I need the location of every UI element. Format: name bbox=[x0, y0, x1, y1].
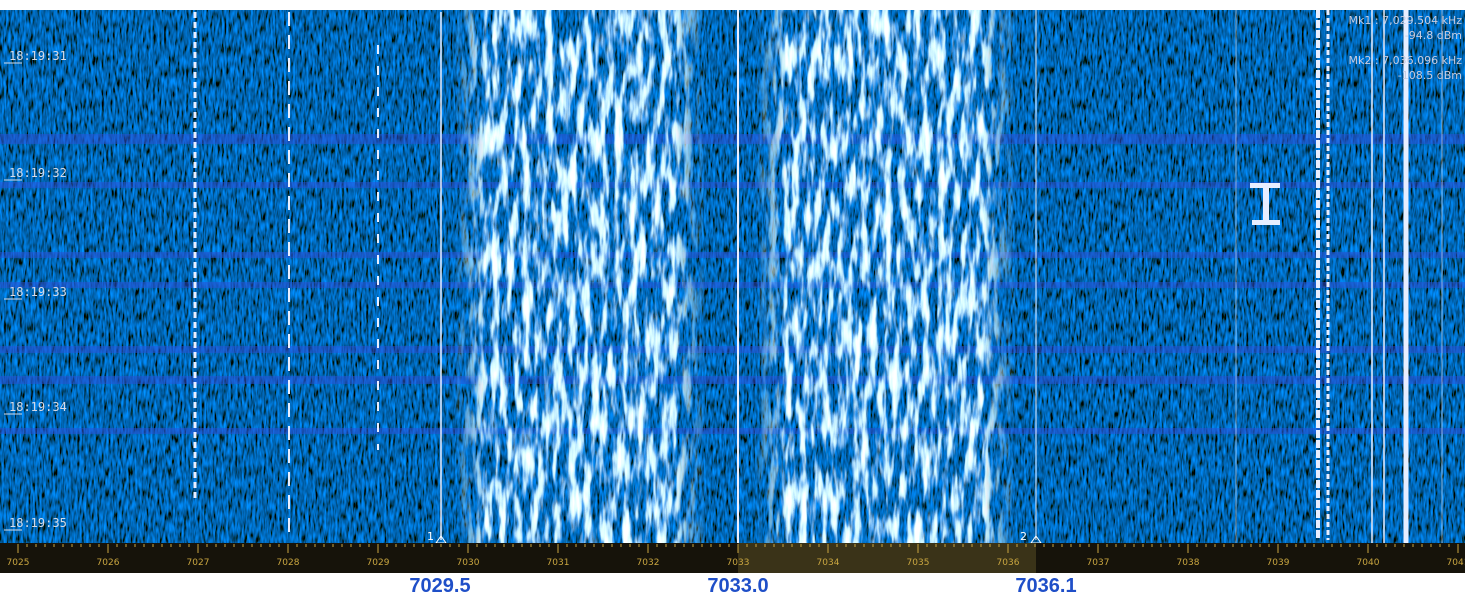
time-label: 18:19:33 bbox=[9, 285, 67, 299]
freq-tick-label: 7029 bbox=[367, 558, 390, 568]
annotation: 7036.1 bbox=[1015, 575, 1076, 597]
annotation: 7033.0 bbox=[707, 575, 768, 597]
noise bbox=[0, 10, 1465, 543]
marker-level: -108.5 dBm bbox=[1398, 69, 1462, 82]
time-label: 18:19:31 bbox=[9, 49, 67, 63]
burst bbox=[1250, 183, 1280, 188]
band bbox=[0, 346, 1465, 353]
band bbox=[0, 252, 1465, 258]
time-label: 18:19:34 bbox=[9, 400, 67, 414]
freq-axis: 7025 7026 7027 7028 7029 7030 7031 7032 7033 7034… bbox=[7, 544, 1465, 568]
freq-tick-label: 7035 bbox=[907, 558, 930, 568]
time-labels: 18:19:31 18:19:32 18:19:33 18:19:34 18:19:35 bbox=[4, 49, 67, 531]
band bbox=[0, 428, 1465, 434]
freq-tick-label: 7031 bbox=[547, 558, 570, 568]
marker-readouts: Mk1 : 7,029.504 kHz -94.8 dBm Mk2 : 7,03… bbox=[1349, 14, 1463, 82]
freq-tick-label: 7027 bbox=[187, 558, 210, 568]
marker-readout: Mk1 : 7,029.504 kHz bbox=[1349, 14, 1463, 27]
time-label: 18:19:35 bbox=[9, 516, 67, 530]
freq-tick-label: 7038 bbox=[1177, 558, 1200, 568]
waterfall bbox=[0, 10, 1465, 543]
band bbox=[0, 182, 1465, 188]
freq-tick-label: 7040 bbox=[1357, 558, 1380, 568]
marker-id: 1 bbox=[427, 530, 434, 543]
signal bbox=[755, 10, 1015, 543]
marker-readout: Mk2 : 7,036.096 kHz bbox=[1349, 54, 1463, 67]
time-label: 18:19:32 bbox=[9, 166, 67, 180]
freq-tick-label: 7028 bbox=[277, 558, 300, 568]
freq-axis-bar bbox=[0, 543, 1465, 573]
band bbox=[0, 376, 1465, 384]
band bbox=[0, 134, 1465, 144]
passband bbox=[738, 543, 1036, 573]
freq-tick-label: 7039 bbox=[1267, 558, 1290, 568]
freq-tick-label: 7037 bbox=[1087, 558, 1110, 568]
signal bbox=[455, 10, 705, 543]
freq-tick-label: 7025 bbox=[7, 558, 30, 568]
marker-id: 2 bbox=[1020, 530, 1027, 543]
freq-tick-label: 7041 bbox=[1447, 558, 1465, 568]
freq-tick-label: 7030 bbox=[457, 558, 480, 568]
horizontal-bands bbox=[0, 134, 1465, 434]
freq-tick-label: 7026 bbox=[97, 558, 120, 568]
burst bbox=[1252, 220, 1280, 225]
freq-tick-label: 7033 bbox=[727, 558, 750, 568]
band bbox=[0, 282, 1465, 288]
marker-level: -94.8 dBm bbox=[1405, 29, 1462, 42]
freq-tick-label: 7036 bbox=[997, 558, 1020, 568]
carriers bbox=[193, 10, 1443, 543]
freq-tick-label: 7032 bbox=[637, 558, 660, 568]
freq-tick-label: 7034 bbox=[817, 558, 840, 568]
annotation: 7029.5 bbox=[409, 575, 470, 597]
